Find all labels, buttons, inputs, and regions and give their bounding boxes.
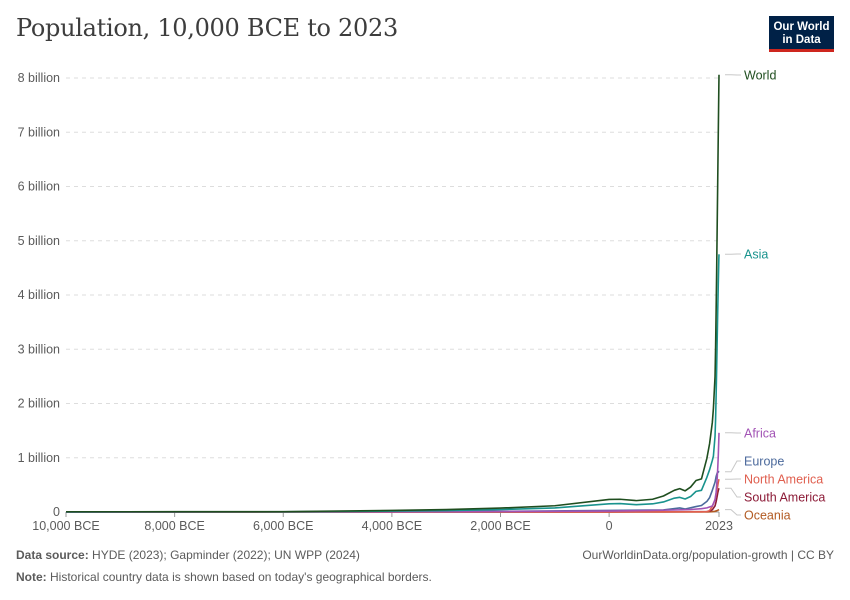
- series-label-south-america[interactable]: South America: [744, 491, 825, 505]
- series-lines: [65, 74, 720, 513]
- x-tick-label: 2,000 BCE: [470, 519, 530, 533]
- data-source-label: Data source:: [16, 548, 89, 562]
- label-connector: [725, 460, 741, 473]
- series-line-world[interactable]: [65, 74, 720, 513]
- note-text: Historical country data is shown based o…: [50, 570, 432, 584]
- series-label-oceania[interactable]: Oceania: [744, 509, 791, 523]
- y-tick-label: 3 billion: [18, 342, 60, 356]
- y-tick-label: 8 billion: [18, 71, 60, 85]
- series-labels: World Asia Africa Europe North America South …: [725, 69, 825, 523]
- x-tick-label: 8,000 BCE: [144, 519, 204, 533]
- source-url[interactable]: OurWorldinData.org/population-growth | C…: [582, 548, 834, 562]
- gridlines: [66, 77, 719, 459]
- x-tick-label: 4,000 BCE: [362, 519, 422, 533]
- y-tick-label: 0: [53, 505, 60, 519]
- owid-logo[interactable]: Our World in Data: [769, 16, 834, 52]
- x-tick-label: 10,000 BCE: [32, 519, 99, 533]
- series-label-world[interactable]: World: [744, 69, 776, 83]
- y-tick-label: 7 billion: [18, 125, 60, 139]
- series-label-europe[interactable]: Europe: [744, 455, 784, 469]
- y-tick-label: 2 billion: [18, 397, 60, 411]
- y-axis-tick-labels: 0 1 billion 2 billion 3 billion 4 billion 5 b…: [18, 71, 60, 519]
- x-axis: 10,000 BCE 8,000 BCE 6,000 BCE 4,000 BCE 2,0…: [32, 511, 733, 533]
- x-tick-label: 6,000 BCE: [253, 519, 313, 533]
- logo-line-1: Our World: [773, 21, 830, 33]
- y-tick-label: 4 billion: [18, 288, 60, 302]
- series-line-africa[interactable]: [65, 432, 720, 513]
- y-tick-label: 5 billion: [18, 234, 60, 248]
- series-label-north-america[interactable]: North America: [744, 473, 823, 487]
- series-label-asia[interactable]: Asia: [744, 248, 768, 262]
- label-connector: [725, 487, 741, 498]
- series-line-europe[interactable]: [65, 470, 720, 513]
- data-source-text[interactable]: HYDE (2023); Gapminder (2022); UN WPP (2…: [92, 548, 360, 562]
- data-source: Data source: HYDE (2023); Gapminder (202…: [16, 548, 360, 562]
- y-tick-label: 6 billion: [18, 180, 60, 194]
- label-connector: [725, 509, 741, 516]
- x-tick-label: 0: [606, 519, 613, 533]
- y-tick-label: 1 billion: [18, 451, 60, 465]
- series-label-africa[interactable]: Africa: [744, 427, 776, 441]
- logo-line-2: in Data: [782, 34, 821, 46]
- chart-title: Population, 10,000 BCE to 2023: [16, 14, 398, 42]
- series-line-north-america[interactable]: [65, 478, 720, 513]
- chart-note: Note: Historical country data is shown b…: [16, 570, 432, 584]
- series-line-asia[interactable]: [65, 254, 720, 513]
- x-tick-label: 2023: [705, 519, 733, 533]
- note-label: Note:: [16, 570, 47, 584]
